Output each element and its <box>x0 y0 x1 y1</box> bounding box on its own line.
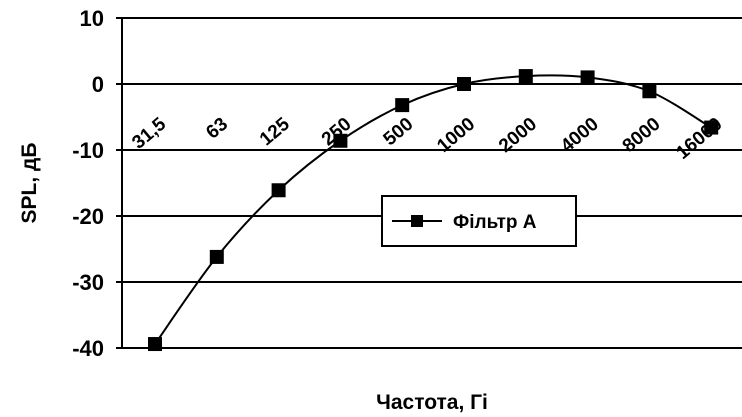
y-axis-title: SPL, дБ <box>18 143 41 224</box>
x-category-label: 31,5 <box>128 113 170 153</box>
y-tick-label: -20 <box>72 204 104 229</box>
gridlines <box>116 17 742 349</box>
data-point-marker <box>209 249 224 264</box>
x-axis-title: Частота, Гі <box>376 391 488 414</box>
legend-label: Фільтр А <box>453 212 537 233</box>
series-line <box>154 74 712 345</box>
data-point-marker <box>148 337 162 352</box>
data-point-marker <box>457 77 471 91</box>
y-tick-label: -30 <box>72 270 104 295</box>
y-tick-label: 0 <box>92 72 104 97</box>
data-point-marker <box>333 133 348 148</box>
data-point-marker <box>395 98 410 113</box>
y-tick-label: -40 <box>72 336 104 361</box>
series-markers <box>148 69 719 352</box>
x-category-label: 125 <box>256 113 294 150</box>
data-point-marker <box>518 69 533 84</box>
data-point-marker <box>271 183 286 198</box>
data-point-marker <box>642 84 657 99</box>
y-tick-labels: 10 0 -10 -20 -30 -40 <box>72 6 104 361</box>
y-tick-label: 10 <box>80 6 104 31</box>
x-category-label: 500 <box>380 114 418 150</box>
data-point-marker <box>704 120 719 135</box>
legend: Фільтр А <box>381 195 577 247</box>
x-category-label: 63 <box>202 114 232 144</box>
data-point-marker <box>580 70 595 85</box>
x-category-labels: 31,5 63 125 250 500 1000 2000 4000 8000 16000 <box>128 113 726 163</box>
legend-marker-sample <box>411 215 423 227</box>
y-tick-label: -10 <box>72 138 104 163</box>
